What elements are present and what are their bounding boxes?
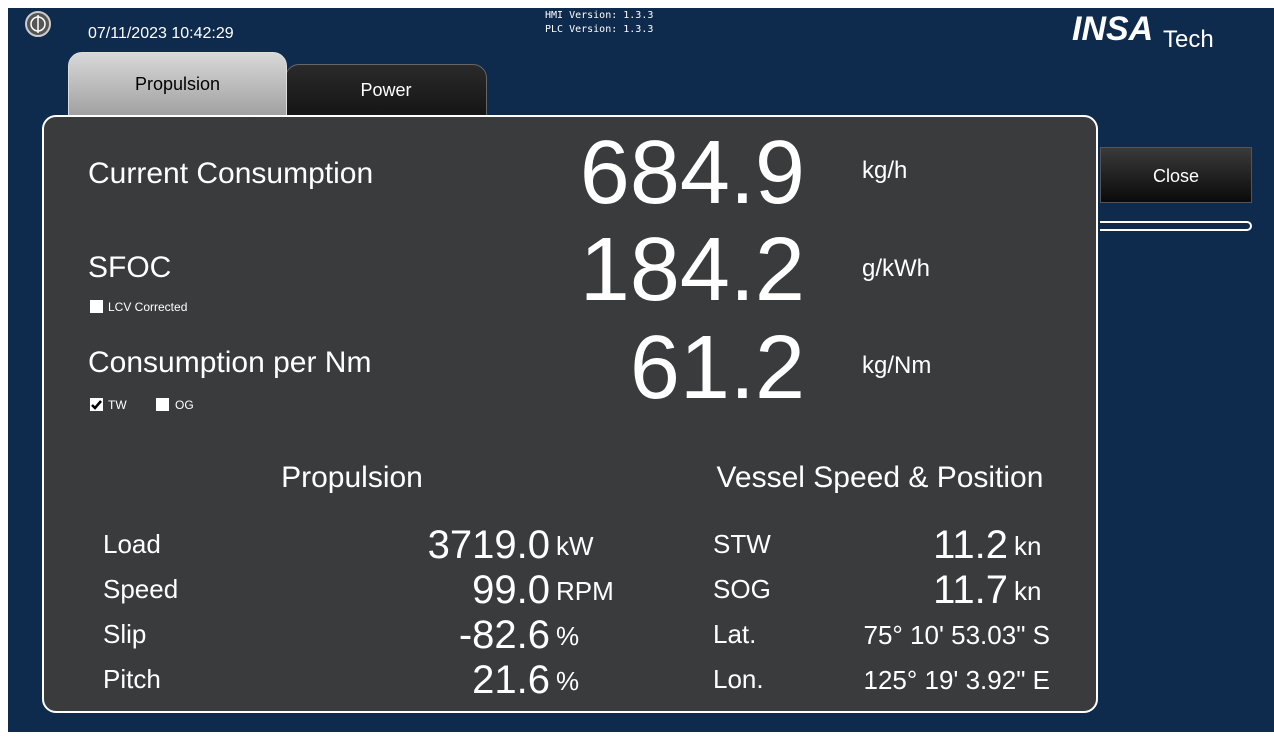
close-button[interactable]: Close <box>1100 147 1252 203</box>
row-label: Pitch <box>103 664 161 694</box>
metric-value: 184.2 <box>579 220 805 320</box>
row-label: Load <box>103 529 161 559</box>
metric-unit: kg/Nm <box>862 352 932 379</box>
row-label: Lat. <box>713 619 757 649</box>
row-unit: kW <box>556 531 594 561</box>
row-label: Lon. <box>713 664 764 694</box>
metric-label: Consumption per Nm <box>88 346 372 379</box>
row-unit: RPM <box>556 576 614 606</box>
tab-label: Propulsion <box>134 74 221 94</box>
plc-version: PLC Version: 1.3.3 <box>545 24 654 35</box>
row-unit: % <box>556 621 580 651</box>
tab-label: Power <box>360 80 412 100</box>
section-title: Propulsion <box>281 461 423 494</box>
row-unit: kn <box>1014 576 1042 606</box>
logo: INSA <box>1072 10 1154 48</box>
checkbox[interactable] <box>156 398 169 411</box>
metric-value: 684.9 <box>579 123 805 223</box>
row-value: 21.6 <box>472 658 550 702</box>
section-title: Vessel Speed & Position <box>716 461 1044 494</box>
checkbox[interactable] <box>90 300 103 313</box>
hmi-version: HMI Version: 1.3.3 <box>545 10 654 21</box>
row-value: -82.6 <box>458 613 550 657</box>
row-unit: % <box>556 666 580 696</box>
checkbox[interactable] <box>90 398 103 411</box>
row-label: Slip <box>103 619 147 649</box>
datetime: 07/11/2023 10:42:29 <box>88 25 234 42</box>
row-value: 125° 19' 3.92" E <box>863 665 1050 695</box>
menu-icon[interactable] <box>24 10 52 38</box>
row-label: STW <box>713 529 771 559</box>
row-value: 99.0 <box>472 568 550 612</box>
row-unit: kn <box>1014 531 1042 561</box>
checkbox-label: OG <box>175 398 194 412</box>
checkbox-label: TW <box>108 398 127 412</box>
metric-label: SFOC <box>88 251 172 284</box>
main-panel: Current Consumption 684.9 kg/h SFOC 184.2 g/k… <box>42 115 1098 713</box>
row-value: 3719.0 <box>427 523 550 567</box>
checkmark <box>91 400 102 410</box>
row-label: SOG <box>713 574 771 604</box>
row-value: 11.2 <box>933 523 1008 567</box>
metric-label: Current Consumption <box>88 157 374 190</box>
logo-suffix: Tech <box>1163 26 1214 53</box>
checkbox-label: LCV Corrected <box>108 300 188 314</box>
row-label: Speed <box>103 574 179 604</box>
metric-value: 61.2 <box>629 318 805 418</box>
close-label: Close <box>1152 166 1200 186</box>
row-value: 75° 10' 53.03" S <box>863 620 1050 650</box>
row-value: 11.7 <box>933 568 1008 612</box>
tab-active[interactable]: Propulsion <box>68 52 287 124</box>
metric-unit: kg/h <box>862 157 908 184</box>
metric-unit: g/kWh <box>862 255 931 282</box>
hmi-screen: 07/11/2023 10:42:29 HMI Version: 1.3.3 P… <box>8 8 1274 732</box>
divider <box>1100 221 1252 231</box>
